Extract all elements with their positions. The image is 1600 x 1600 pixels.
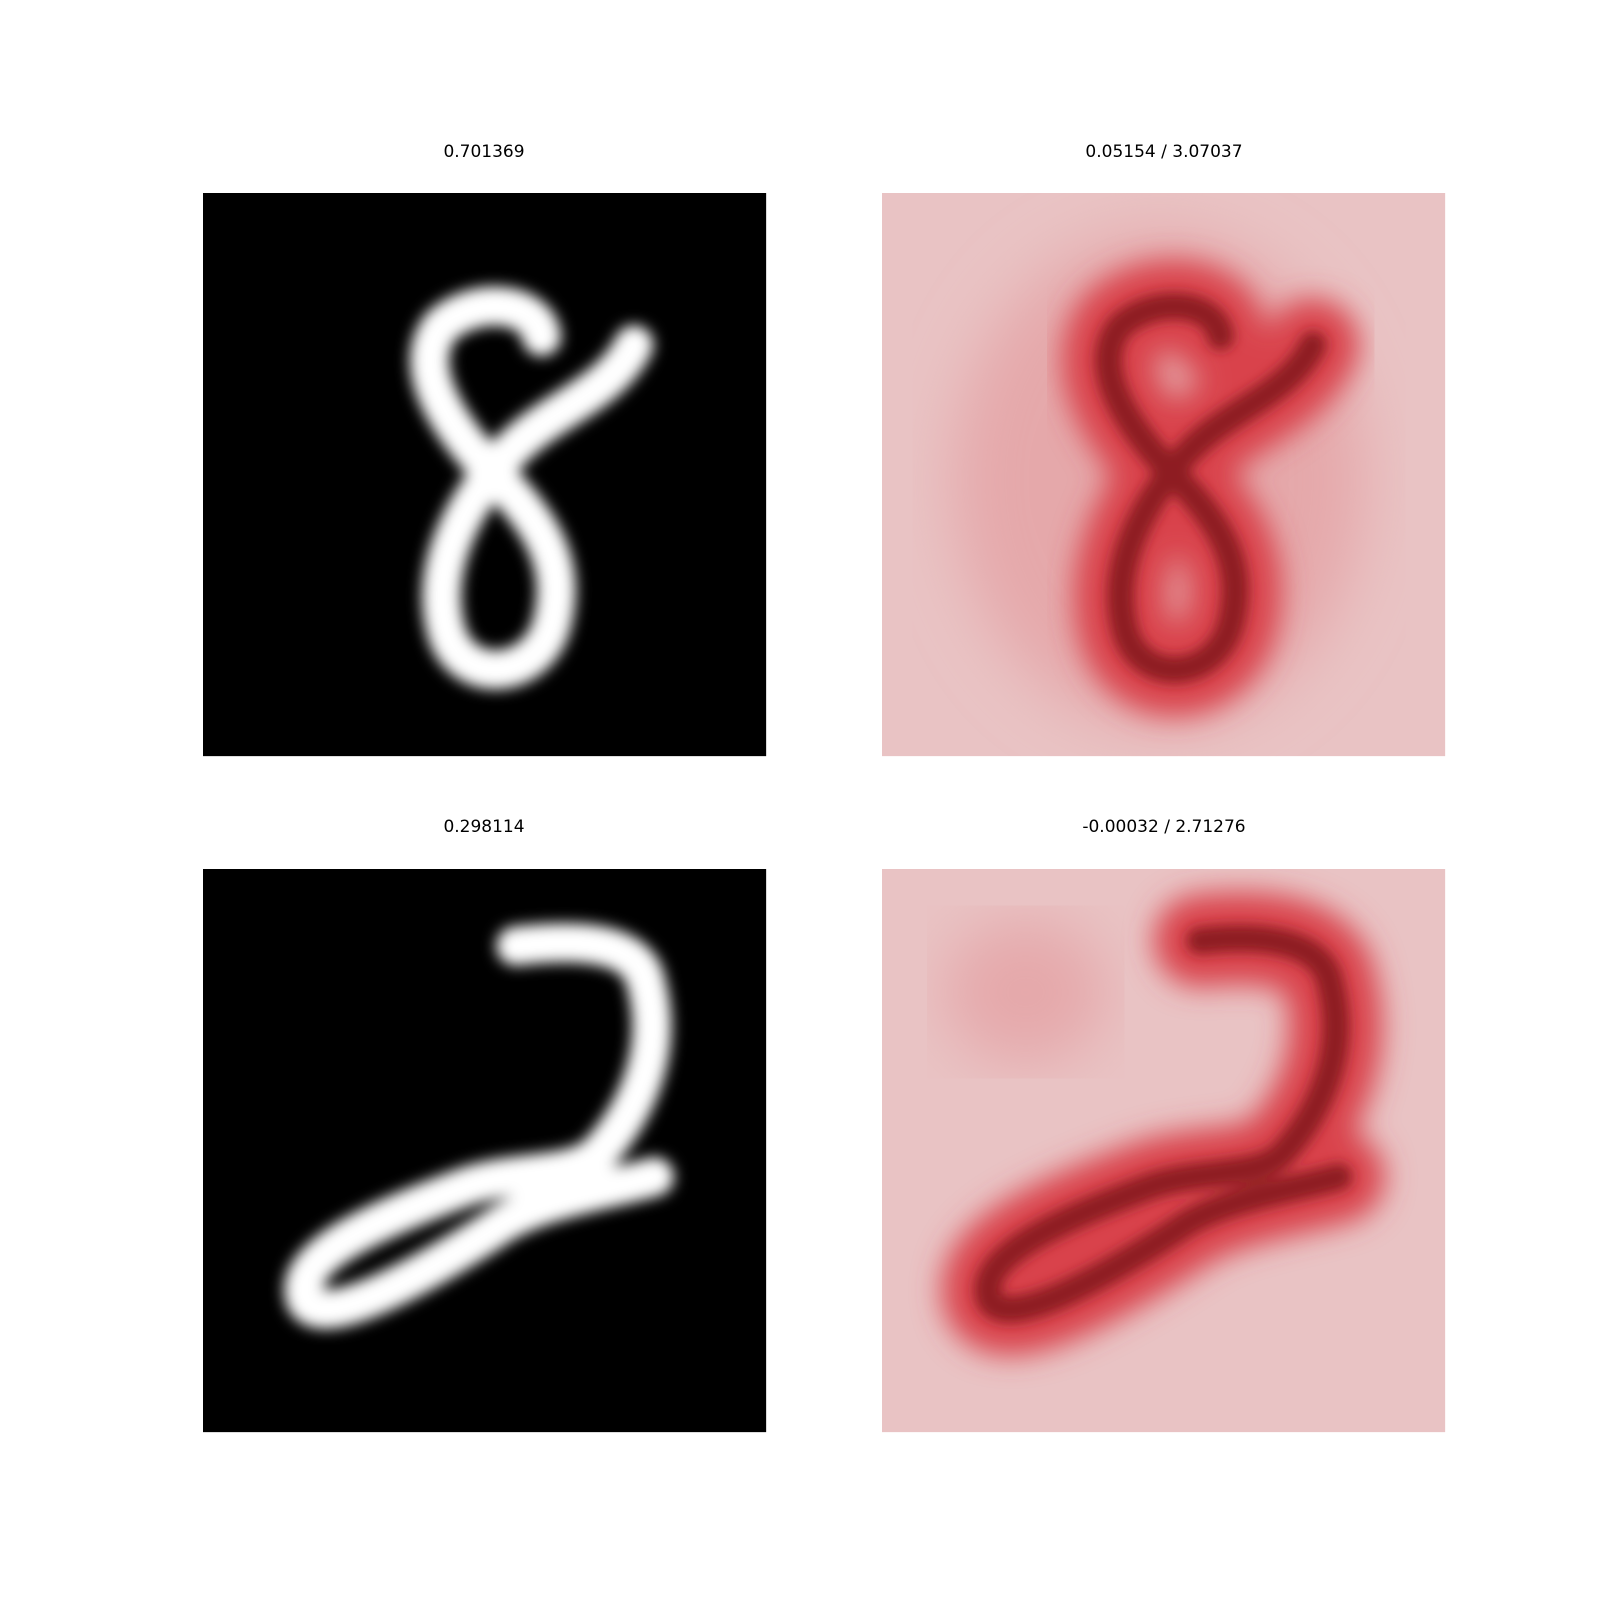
digit-image (203, 193, 767, 757)
digit-image (203, 869, 767, 1433)
relevance-map (882, 193, 1446, 757)
panel-title: 0.05154 / 3.07037 (1085, 142, 1242, 162)
panel-title: 0.298114 (443, 817, 524, 837)
relevance-map (882, 869, 1446, 1433)
panel-title: -0.00032 / 2.71276 (1082, 817, 1245, 837)
panel-title: 0.701369 (443, 142, 524, 162)
